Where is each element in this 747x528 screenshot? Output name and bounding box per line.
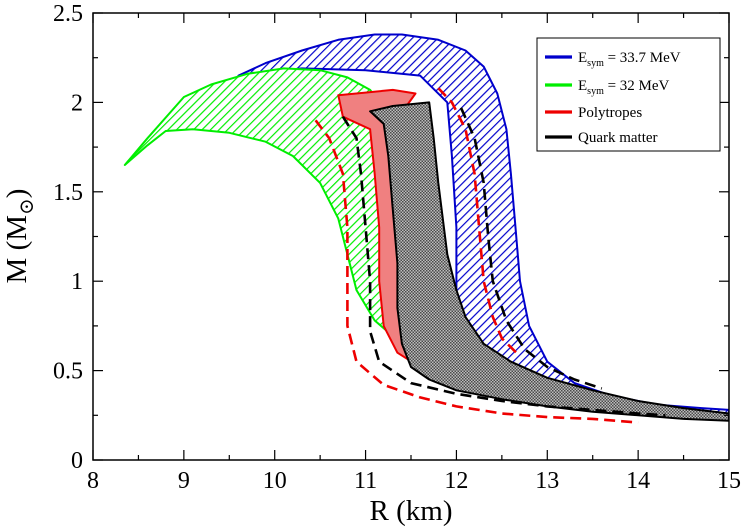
- band-esym-33-7: [237, 33, 729, 415]
- y-axis-label-main: M (M: [1, 215, 33, 283]
- svg-text:Esym = 33.7 MeV: Esym = 33.7 MeV: [578, 50, 681, 69]
- legend-label-polytropes: Polytropes: [578, 105, 642, 121]
- dashed-black-right: [459, 107, 603, 390]
- x-tick-label-14: 14: [626, 468, 650, 494]
- solar-mass-symbol: ⊙: [16, 198, 38, 215]
- x-tick-label-13: 13: [535, 468, 559, 494]
- svg-text:M (M⊙): M (M⊙): [1, 189, 38, 284]
- axis-ticks: [92, 12, 730, 461]
- dashed-black-left: [341, 116, 666, 417]
- y-tick-labels: 0 0.5 1 1.5 2 2.5: [53, 1, 83, 474]
- x-tick-label-15: 15: [717, 468, 741, 494]
- legend-label-esym-32-sub: sym: [587, 86, 604, 97]
- x-tick-label-8: 8: [87, 468, 99, 494]
- y-tick-label-1: 1: [71, 269, 83, 295]
- x-tick-label-11: 11: [354, 468, 377, 494]
- legend-label-esym-33-7-rest: = 33.7 MeV: [604, 50, 681, 66]
- legend-label-esym-32-main: E: [578, 78, 587, 94]
- x-tick-label-10: 10: [263, 468, 287, 494]
- x-axis-label: R (km): [370, 495, 453, 527]
- legend-label-esym-33-7-main: E: [578, 50, 587, 66]
- band-quark-matter: [369, 101, 729, 422]
- x-tick-label-9: 9: [178, 468, 190, 494]
- y-tick-label-2-5: 2.5: [53, 1, 83, 27]
- x-tick-label-12: 12: [444, 468, 468, 494]
- y-tick-label-0: 0: [71, 448, 83, 474]
- y-tick-label-0-5: 0.5: [53, 359, 83, 385]
- svg-text:Esym = 32 MeV: Esym = 32 MeV: [578, 78, 670, 97]
- legend: Esym = 33.7 MeV Esym = 32 MeV Polytropes…: [536, 37, 721, 152]
- legend-label-quark-matter: Quark matter: [578, 130, 658, 146]
- y-tick-label-2: 2: [71, 90, 83, 116]
- legend-label-esym-32-rest: = 32 MeV: [604, 78, 670, 94]
- y-axis-label: M (M⊙): [1, 189, 38, 284]
- x-tick-labels: 8 9 10 11 12 13 14 15: [87, 468, 741, 494]
- dashed-lines-layer: [314, 87, 666, 424]
- y-tick-label-1-5: 1.5: [53, 180, 83, 206]
- dashed-red-right: [437, 87, 521, 358]
- y-axis-label-close: ): [1, 189, 33, 199]
- bands-layer: [123, 33, 729, 422]
- dashed-red-left: [314, 119, 639, 424]
- legend-label-esym-33-7-sub: sym: [587, 58, 604, 69]
